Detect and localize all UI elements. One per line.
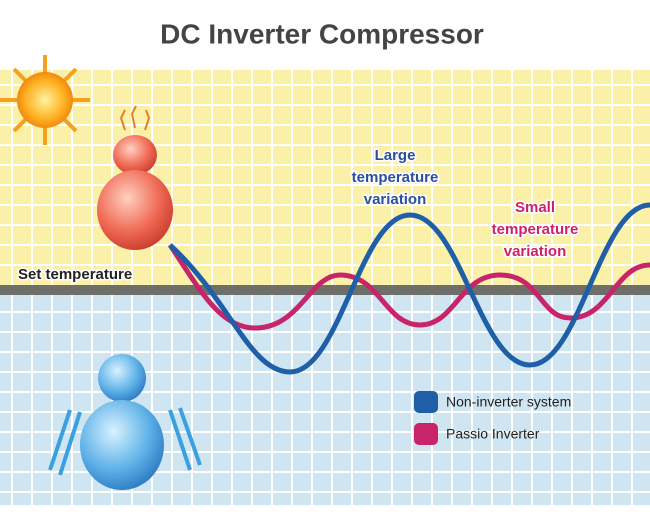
legend-label: Passio Inverter bbox=[446, 426, 540, 442]
annotation-line: temperature bbox=[492, 221, 579, 238]
legend-label: Non-inverter system bbox=[446, 394, 571, 410]
set-temperature-label: Set temperature bbox=[18, 266, 132, 283]
annotation-line: Large bbox=[375, 147, 416, 164]
annotation-line: variation bbox=[364, 191, 427, 208]
set-temperature-band bbox=[0, 285, 650, 295]
annotation-line: variation bbox=[504, 243, 567, 260]
annotation-line: temperature bbox=[352, 169, 439, 186]
annotation-line: Small bbox=[515, 199, 555, 216]
diagram: DC Inverter Compressor Set temperature L… bbox=[0, 0, 650, 512]
legend-swatch bbox=[414, 423, 438, 445]
legend-swatch bbox=[414, 391, 438, 413]
title: DC Inverter Compressor bbox=[160, 18, 484, 49]
page: DC Inverter Compressor Set temperature L… bbox=[0, 0, 650, 512]
